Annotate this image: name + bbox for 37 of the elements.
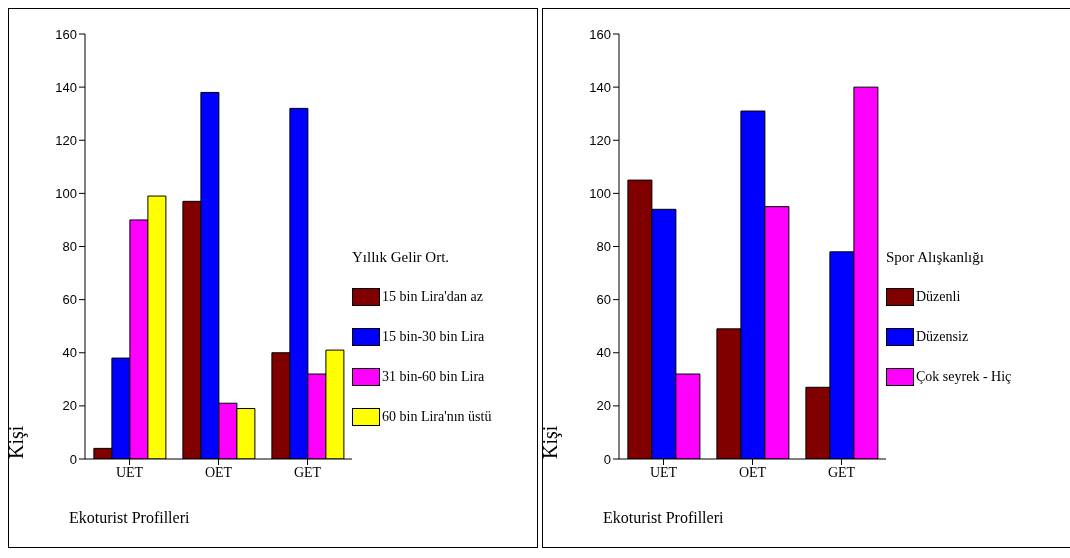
x-tick-label: OET: [738, 464, 767, 480]
y-tick-label: 60: [596, 292, 611, 308]
legend-label: 60 bin Lira'nın üstü: [381, 408, 493, 426]
legend-label: 15 bin-30 bin Lira: [381, 328, 486, 346]
legend-label: Düzenli: [915, 288, 962, 306]
x-tick-label: GET: [293, 464, 322, 480]
legend-label: Çok seyrek - Hiç: [915, 368, 1013, 386]
y-axis-title: Kişi: [5, 425, 28, 459]
y-tick-label: 0: [603, 451, 611, 467]
legend-title: Yıllık Gelir Ort.: [352, 249, 451, 266]
y-tick-label: 160: [55, 26, 77, 42]
x-tick-label: UET: [649, 464, 678, 480]
legend-label: 15 bin Lira'dan az: [381, 288, 484, 306]
x-axis-title: Ekoturist Profilleri: [69, 509, 190, 527]
y-tick-label: 100: [589, 185, 611, 201]
x-axis-title: Ekoturist Profilleri: [603, 509, 724, 527]
legend-label: 31 bin-60 bin Lira: [381, 368, 486, 386]
x-tick-label: OET: [204, 464, 233, 480]
y-tick-label: 40: [596, 345, 611, 361]
y-tick-label: 80: [62, 239, 77, 255]
y-tick-label: 140: [589, 79, 611, 95]
y-tick-label: 80: [596, 239, 611, 255]
x-tick-label: UET: [115, 464, 144, 480]
x-tick-label: GET: [827, 464, 856, 480]
y-axis-title: Kişi: [539, 425, 562, 459]
y-tick-label: 140: [55, 79, 77, 95]
y-tick-label: 120: [55, 132, 77, 148]
y-tick-label: 60: [62, 292, 77, 308]
y-tick-label: 120: [589, 132, 611, 148]
legend-title: Spor Alışkanlığı: [886, 249, 985, 266]
y-tick-label: 20: [62, 398, 77, 414]
legend-label: Düzensiz: [915, 328, 970, 346]
y-tick-label: 100: [55, 185, 77, 201]
y-tick-label: 0: [69, 451, 77, 467]
y-tick-label: 40: [62, 345, 77, 361]
y-tick-label: 160: [589, 26, 611, 42]
y-tick-label: 20: [596, 398, 611, 414]
